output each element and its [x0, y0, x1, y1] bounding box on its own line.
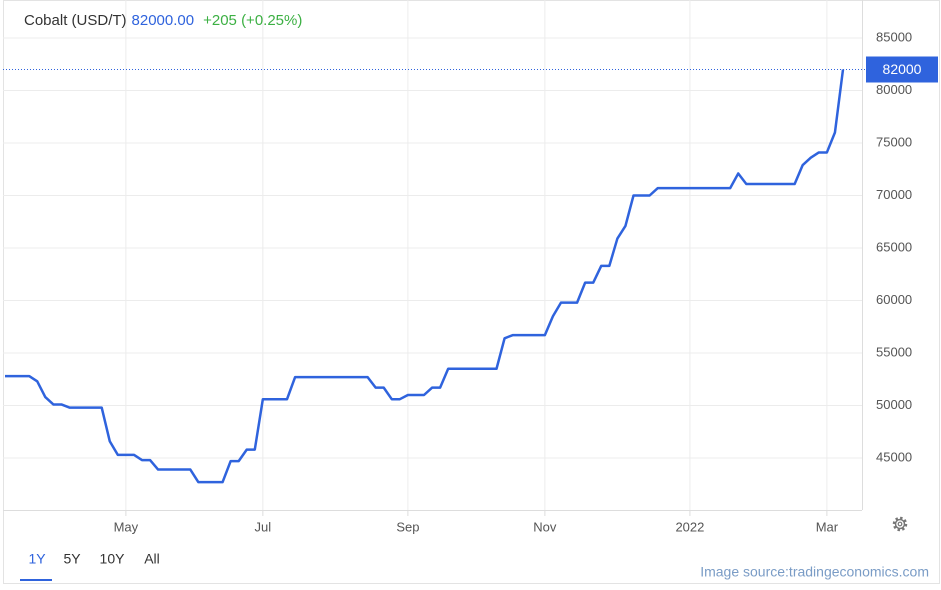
y-tick-label: 55000 [876, 344, 912, 359]
last-price-badge [866, 56, 938, 83]
gear-teeth [892, 516, 908, 532]
range-button[interactable]: 5Y [63, 551, 81, 567]
y-tick-label: 45000 [876, 449, 912, 464]
chart-title: Cobalt (USD/T) [24, 12, 127, 29]
frame [3, 0, 940, 584]
range-button[interactable]: 10Y [100, 551, 126, 567]
source: Image source:tradingeconomics.com [700, 564, 929, 580]
y-tick-label: 65000 [876, 239, 912, 254]
y-tick-label: 70000 [876, 187, 912, 202]
settings-icon[interactable] [892, 516, 908, 532]
x-tick-label: Mar [816, 519, 839, 534]
header: Cobalt (USD/T) 82000.00 +205 (+0.25%) [24, 12, 302, 29]
x-tick-label: 2022 [675, 519, 704, 534]
gear-body [894, 518, 906, 530]
x-tick-label: May [114, 519, 139, 534]
x-tick-label: Nov [533, 519, 557, 534]
range-button[interactable]: 1Y [28, 551, 46, 567]
y-tick-label: 75000 [876, 134, 912, 149]
grid [3, 0, 862, 510]
x-tick-label: Jul [255, 519, 272, 534]
price: 82000.00 [132, 12, 195, 29]
y-tick-label: 50000 [876, 397, 912, 412]
gear-hole [897, 521, 903, 527]
x-tick-label: Sep [396, 519, 419, 534]
change: +205 (+0.25%) [203, 12, 302, 29]
y-tick-label: 80000 [876, 82, 912, 97]
last-price-label: 82000 [883, 61, 922, 77]
y-tick-label: 60000 [876, 292, 912, 307]
range-button[interactable]: All [144, 551, 160, 567]
y-tick-label: 85000 [876, 29, 912, 44]
price-line [5, 69, 845, 484]
